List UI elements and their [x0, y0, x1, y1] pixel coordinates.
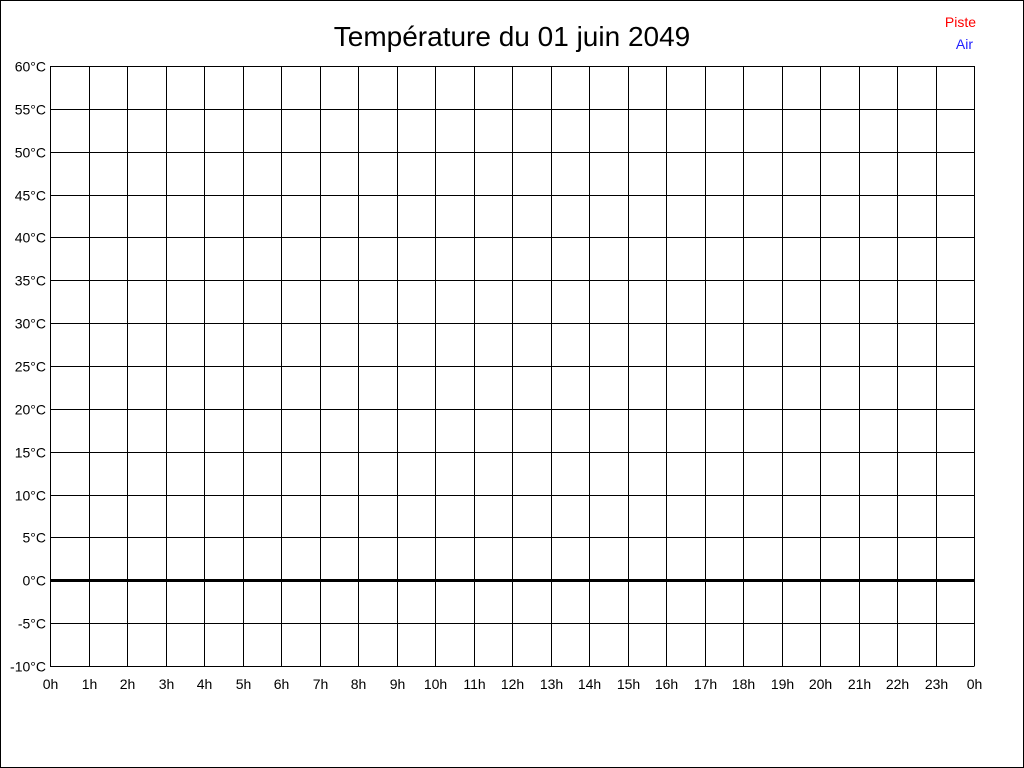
y-tick-label: 50°C [15, 145, 46, 161]
x-tick-label: 0h [43, 676, 59, 692]
x-tick-label: 14h [578, 676, 601, 692]
x-tick-label: 16h [655, 676, 678, 692]
x-tick-label: 2h [120, 676, 136, 692]
y-tick-label: 45°C [15, 188, 46, 204]
x-tick-label: 18h [732, 676, 755, 692]
x-tick-label: 23h [925, 676, 948, 692]
x-tick-label: 9h [390, 676, 406, 692]
x-tick-label: 12h [501, 676, 524, 692]
y-tick-label: 25°C [15, 359, 46, 375]
x-tick-label: 7h [313, 676, 329, 692]
x-tick-label: 10h [424, 676, 447, 692]
y-tick-label: 0°C [23, 573, 47, 589]
x-tick-label: 20h [809, 676, 832, 692]
chart-title: Température du 01 juin 2049 [334, 21, 690, 52]
y-tick-label: 15°C [15, 445, 46, 461]
y-tick-label: 40°C [15, 230, 46, 246]
x-tick-label: 22h [886, 676, 909, 692]
y-tick-label: 55°C [15, 102, 46, 118]
y-tick-label: -5°C [18, 616, 46, 632]
y-tick-label: 60°C [15, 59, 46, 75]
x-tick-label: 17h [694, 676, 717, 692]
y-tick-label: 30°C [15, 316, 46, 332]
x-tick-label: 21h [848, 676, 871, 692]
x-tick-label: 13h [540, 676, 563, 692]
y-tick-label: 5°C [23, 530, 47, 546]
y-tick-label: 35°C [15, 273, 46, 289]
x-tick-label: 0h [967, 676, 983, 692]
x-tick-label: 6h [274, 676, 290, 692]
y-tick-label: -10°C [10, 659, 46, 675]
x-tick-label: 3h [159, 676, 175, 692]
legend-piste: Piste [945, 14, 976, 30]
legend-air: Air [956, 36, 973, 52]
y-tick-label: 20°C [15, 402, 46, 418]
x-tick-label: 19h [771, 676, 794, 692]
x-tick-label: 5h [236, 676, 252, 692]
x-tick-label: 1h [82, 676, 98, 692]
x-tick-label: 8h [351, 676, 367, 692]
x-tick-label: 4h [197, 676, 213, 692]
y-tick-label: 10°C [15, 488, 46, 504]
x-tick-label: 15h [617, 676, 640, 692]
x-tick-label: 11h [463, 676, 485, 692]
